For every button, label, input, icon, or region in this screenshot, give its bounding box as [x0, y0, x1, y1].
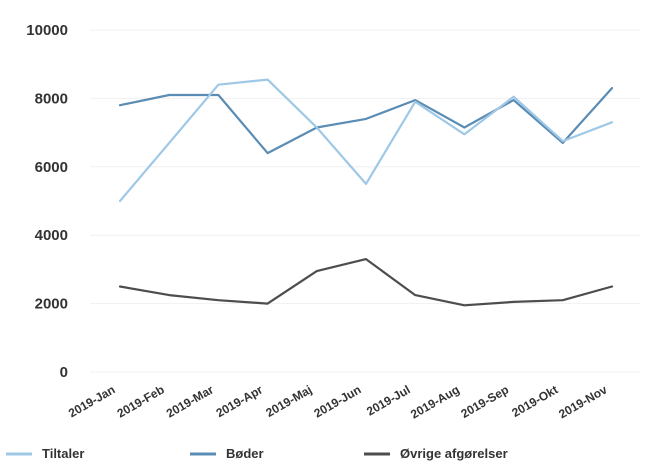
gridlines	[90, 29, 640, 373]
x-tick-label: 2019-Sep	[458, 382, 511, 420]
x-tick-label: 2019-Nov	[556, 382, 609, 421]
x-tick-label: 2019-Aug	[408, 382, 462, 421]
x-axis-ticks: 2019-Jan2019-Feb2019-Mar2019-Apr2019-Maj…	[66, 382, 610, 421]
legend-label: Bøder	[226, 446, 264, 461]
x-tick-label: 2019-Jan	[66, 382, 117, 420]
x-tick-label: 2019-Maj	[263, 382, 314, 419]
x-tick-label: 2019-Mar	[164, 382, 216, 420]
y-tick-label: 4000	[35, 227, 68, 244]
y-tick-label: 2000	[35, 296, 68, 313]
x-tick-label: 2019-Feb	[115, 382, 167, 420]
x-tick-label: 2019-Okt	[509, 382, 560, 419]
legend-label: Tiltaler	[42, 446, 84, 461]
series-lines	[118, 78, 614, 307]
x-tick-label: 2019-Jul	[364, 382, 413, 418]
y-tick-label: 8000	[35, 90, 68, 107]
x-tick-label: 2019-Jun	[311, 382, 363, 420]
series-line	[118, 258, 614, 307]
y-axis-ticks: 0 2000 4000 6000 8000 10000	[26, 22, 68, 381]
y-tick-label: 6000	[35, 159, 68, 176]
y-tick-label: 0	[60, 364, 68, 381]
series-line	[118, 86, 614, 155]
x-tick-label: 2019-Apr	[214, 382, 266, 420]
series-line	[118, 78, 614, 203]
legend: Tiltaler Bøder Øvrige afgørelser	[6, 446, 508, 461]
legend-label: Øvrige afgørelser	[400, 446, 508, 461]
y-tick-label: 10000	[26, 22, 68, 39]
